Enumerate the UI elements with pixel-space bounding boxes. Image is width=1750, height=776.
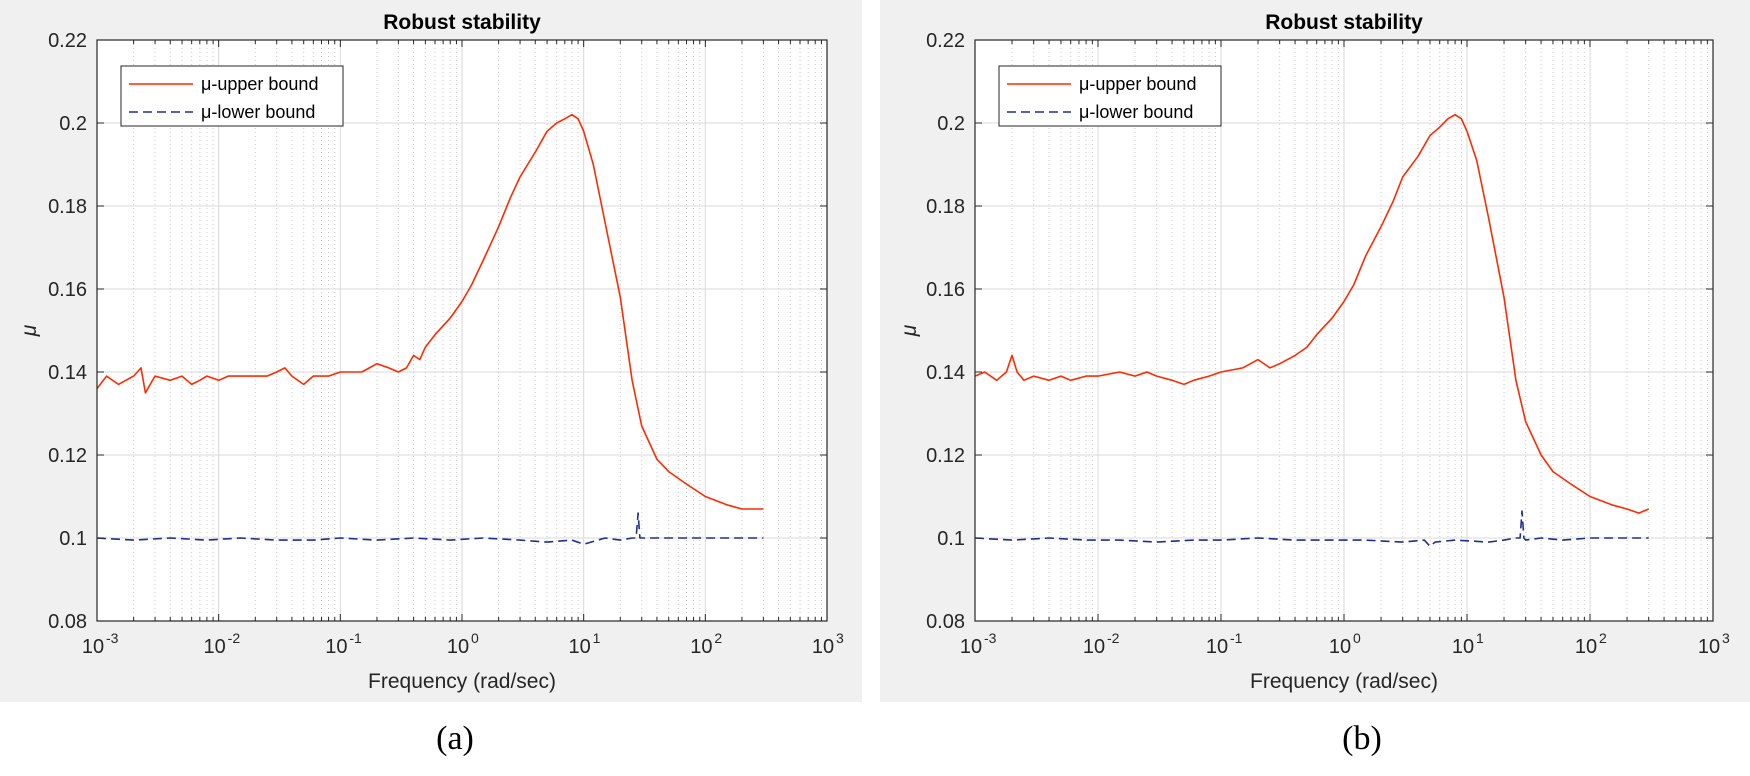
x-tick-exponent: -3 <box>106 630 119 646</box>
x-tick-label: 10 <box>325 636 347 658</box>
y-tick-label: 0.08 <box>48 611 87 633</box>
y-tick-label: 0.22 <box>926 30 965 52</box>
x-tick-exponent: -2 <box>1107 630 1120 646</box>
x-tick-exponent: 1 <box>1476 630 1484 646</box>
x-tick-exponent: -1 <box>1230 630 1243 646</box>
legend-label-lower: μ-lower bound <box>201 102 315 122</box>
grid <box>96 39 828 622</box>
y-tick-label: 0.22 <box>48 30 87 52</box>
legend: μ-upper bound μ-lower bound <box>120 65 344 127</box>
x-tick-label: 10 <box>569 636 591 658</box>
x-tick-label: 10 <box>1698 636 1720 658</box>
y-tick-label: 0.18 <box>48 196 87 218</box>
x-tick-label: 10 <box>447 636 469 658</box>
chart-panel-b: 10 -3 10 -2 10 -1 10 0 10 1 10 2 10 3 0.08 0.1 0.12 0.14 0… <box>880 0 1750 702</box>
chart-panel-a: 10 -3 10 -2 10 -1 10 0 10 1 10 2 10 3 0.08 0.1 0.12 0.14 0… <box>0 0 862 702</box>
caption-a: (a) <box>436 720 474 757</box>
x-tick-exponent: 0 <box>471 630 479 646</box>
y-tick-label: 0.2 <box>937 113 965 135</box>
y-tick-label: 0.18 <box>926 196 965 218</box>
y-tick-label: 0.14 <box>926 362 965 384</box>
series-line-upper-bound <box>974 113 1650 514</box>
x-ticks <box>974 40 1714 621</box>
legend-label-upper: μ-upper bound <box>1079 74 1196 94</box>
x-tick-exponent: -1 <box>349 630 362 646</box>
chart-title: Robust stability <box>383 11 541 34</box>
x-tick-label: 10 <box>1575 636 1597 658</box>
legend-label-lower: μ-lower bound <box>1079 102 1193 122</box>
x-tick-label: 10 <box>1452 636 1474 658</box>
x-tick-exponent: 2 <box>1599 630 1607 646</box>
caption-b: (b) <box>1342 720 1382 757</box>
x-tick-label: 10 <box>960 636 982 658</box>
x-tick-label: 10 <box>1329 636 1351 658</box>
legend-box <box>998 65 1222 127</box>
x-tick-exponent: 2 <box>714 630 722 646</box>
chart-svg-b: 10 -3 10 -2 10 -1 10 0 10 1 10 2 10 30.080.10.120.140… <box>898 11 1730 693</box>
y-axis-label: μ <box>898 324 921 337</box>
y-tick-label: 0.16 <box>48 279 87 301</box>
x-axis-label: Frequency (rad/sec) <box>368 670 556 693</box>
y-tick-label: 0.08 <box>926 611 965 633</box>
x-tick-exponent: 1 <box>593 630 601 646</box>
x-tick-exponent: -3 <box>984 630 997 646</box>
y-tick-label: 0.16 <box>926 279 965 301</box>
series-line-lower-bound <box>974 510 1649 548</box>
chart-title: Robust stability <box>1265 11 1423 34</box>
x-axis-label: Frequency (rad/sec) <box>1250 670 1438 693</box>
series-line-lower-bound <box>96 512 764 546</box>
y-tick-label: 0.14 <box>48 362 87 384</box>
y-tick-label: 0.1 <box>59 528 87 550</box>
x-tick-exponent: 3 <box>1722 630 1730 646</box>
x-tick-exponent: 0 <box>1353 630 1361 646</box>
x-tick-label: 10 <box>82 636 104 658</box>
series-line-upper-bound <box>96 113 764 510</box>
x-tick-label: 10 <box>1083 636 1105 658</box>
y-tick-label: 0.2 <box>59 113 87 135</box>
x-tick-label: 10 <box>690 636 712 658</box>
chart-svg-a: 10 -3 10 -2 10 -1 10 0 10 1 10 2 10 30.080.10.120.140… <box>18 11 844 693</box>
y-tick-label: 0.12 <box>48 445 87 467</box>
legend-box <box>120 65 344 127</box>
x-tick-label: 10 <box>204 636 226 658</box>
x-tick-label: 10 <box>1206 636 1228 658</box>
legend-label-upper: μ-upper bound <box>201 74 318 94</box>
legend: μ-upper bound μ-lower bound <box>998 65 1222 127</box>
x-tick-exponent: -2 <box>228 630 241 646</box>
y-tick-label: 0.12 <box>926 445 965 467</box>
y-axis-label: μ <box>18 324 41 337</box>
x-ticks <box>96 40 828 621</box>
x-tick-label: 10 <box>812 636 834 658</box>
y-tick-label: 0.1 <box>937 528 965 550</box>
x-tick-exponent: 3 <box>836 630 844 646</box>
